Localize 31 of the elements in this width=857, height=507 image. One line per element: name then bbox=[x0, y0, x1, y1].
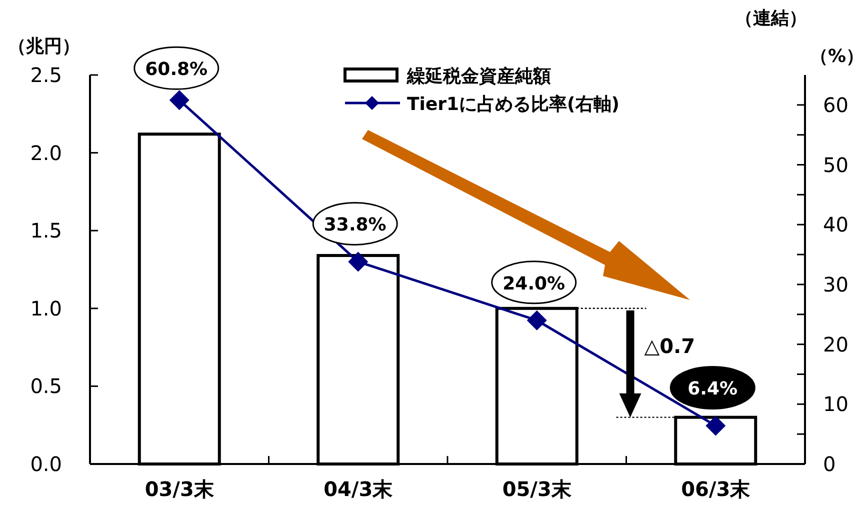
y2-tick-label: 10 bbox=[823, 392, 848, 416]
point bbox=[348, 252, 368, 272]
text: （連結） bbox=[735, 8, 807, 29]
x-tick-label: 03/3末 bbox=[144, 477, 215, 501]
point bbox=[706, 416, 726, 436]
y-axis-title: （兆円） bbox=[8, 36, 80, 57]
data-label: 33.8% bbox=[324, 214, 386, 236]
y-tick-label: 2.5 bbox=[30, 63, 62, 87]
y-tick-label: 1.5 bbox=[30, 218, 62, 243]
y2-tick-label: 30 bbox=[823, 272, 848, 296]
point bbox=[526, 310, 547, 330]
y2-tick-label: 40 bbox=[823, 212, 848, 237]
x-tick-label: 05/3末 bbox=[502, 477, 572, 501]
data-label: 6.4% bbox=[688, 378, 738, 400]
y-tick-label: 2.0 bbox=[30, 140, 62, 165]
y-tick-label: 0.0 bbox=[30, 452, 62, 476]
y2-tick-label: 50 bbox=[823, 152, 848, 177]
y2-tick-label: 60 bbox=[823, 92, 848, 117]
legend-label: 繰延税金資産純額 bbox=[406, 66, 551, 87]
data-label: 24.0% bbox=[502, 273, 566, 294]
y-tick-label: 0.5 bbox=[30, 374, 62, 398]
data-label: 60.8% bbox=[145, 59, 208, 80]
point bbox=[169, 90, 190, 110]
annotation: △0.7 bbox=[644, 334, 696, 358]
y2-axis-title: （%） bbox=[810, 46, 857, 67]
y2-tick-label: 0 bbox=[823, 452, 836, 476]
y-tick-label: 1.0 bbox=[30, 296, 62, 320]
y2-tick-label: 20 bbox=[823, 332, 848, 356]
legend-label: Tier1に占める比率(右軸) bbox=[407, 94, 620, 115]
x-tick-label: 04/3末 bbox=[324, 477, 394, 501]
x-tick-label: 06/3末 bbox=[681, 477, 752, 501]
